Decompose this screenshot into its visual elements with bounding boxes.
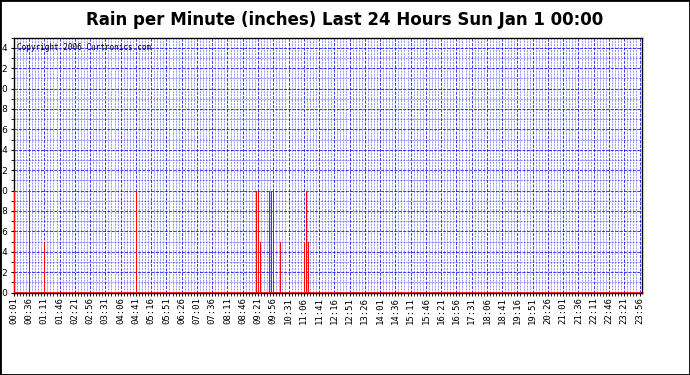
Text: Rain per Minute (inches) Last 24 Hours Sun Jan 1 00:00: Rain per Minute (inches) Last 24 Hours S… — [86, 11, 604, 29]
Text: Copyright 2006 Curtronics.com: Copyright 2006 Curtronics.com — [17, 43, 151, 52]
